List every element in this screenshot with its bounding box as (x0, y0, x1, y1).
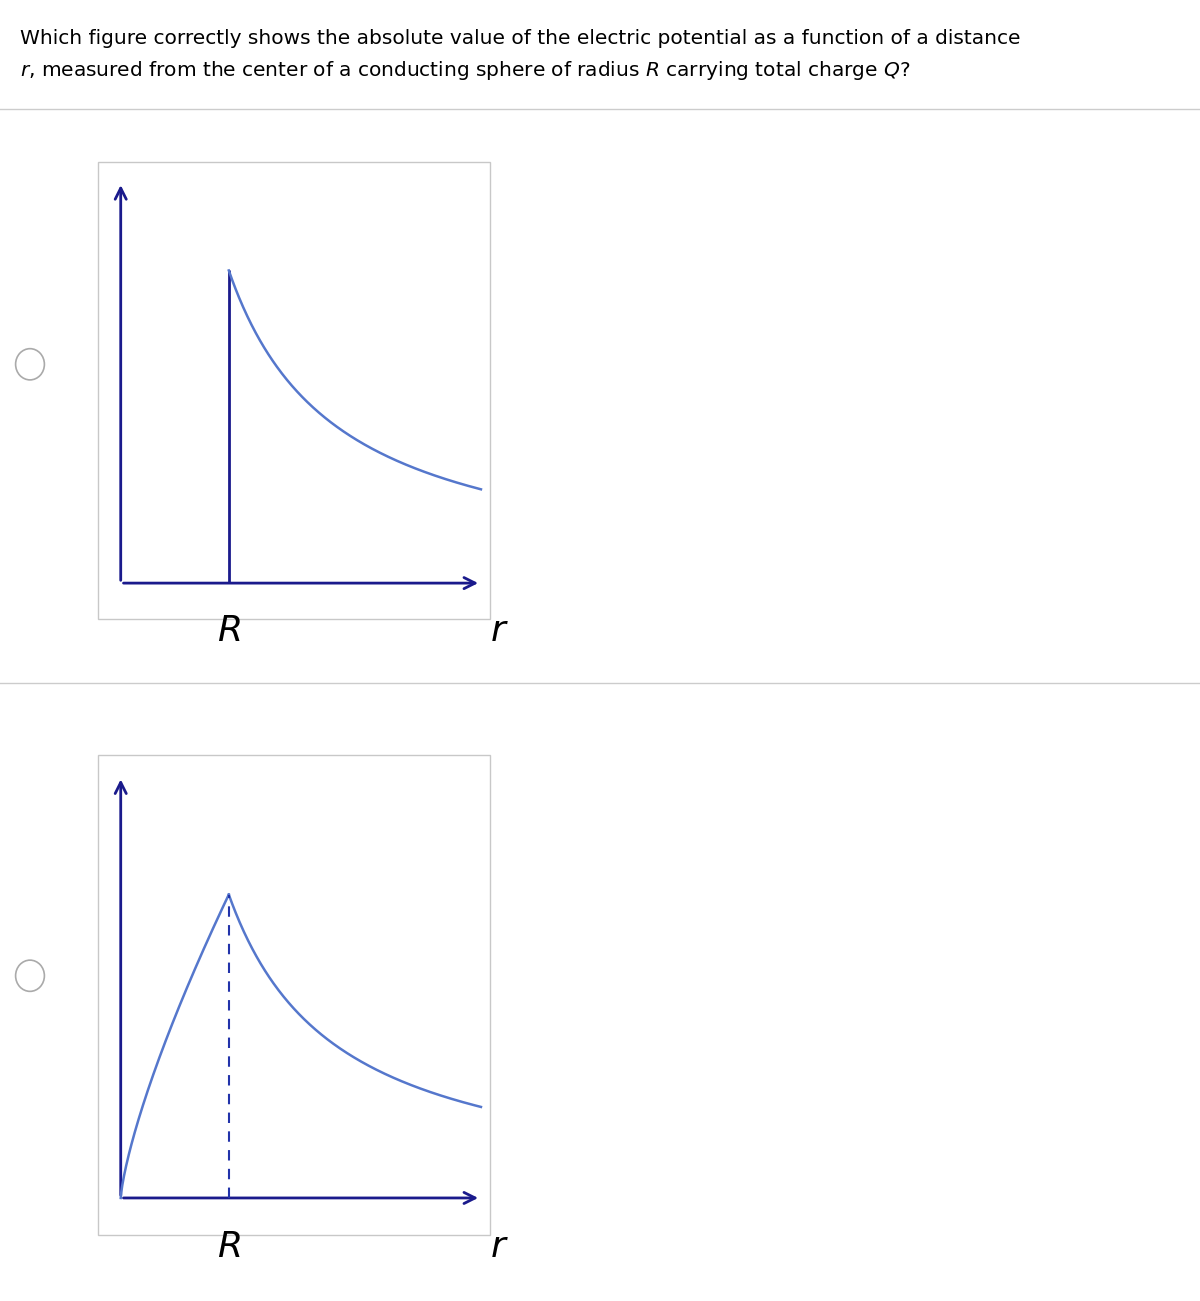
Text: $r$, measured from the center of a conducting sphere of radius $R$ carrying tota: $r$, measured from the center of a condu… (20, 59, 911, 82)
Text: $r$: $r$ (490, 614, 509, 648)
Text: $R$: $R$ (217, 1229, 241, 1265)
Bar (98, 755, 490, 1236)
Text: $R$: $R$ (217, 614, 241, 648)
Text: $r$: $r$ (490, 1229, 509, 1265)
Text: Which figure correctly shows the absolute value of the electric potential as a f: Which figure correctly shows the absolut… (20, 29, 1021, 48)
Bar (98, 163, 490, 619)
